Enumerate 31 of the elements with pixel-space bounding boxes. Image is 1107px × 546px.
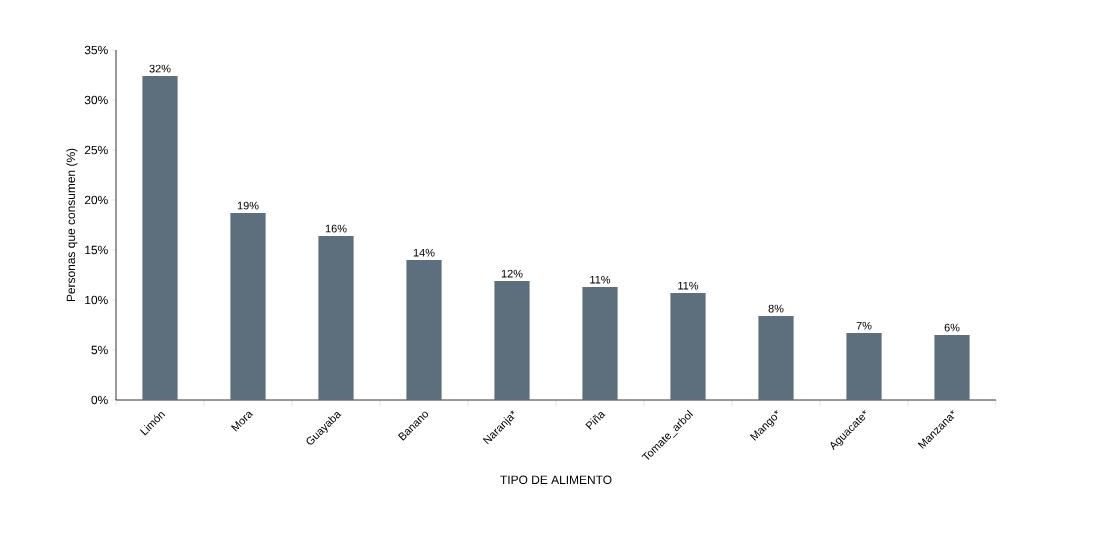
bar — [230, 213, 266, 400]
data-label: 16% — [325, 224, 347, 233]
data-label: 7% — [856, 321, 872, 330]
y-tick-label: 10% — [85, 295, 108, 305]
y-axis-title: Personas que consumen (%) — [66, 148, 78, 302]
bar — [318, 236, 354, 400]
data-label: 8% — [768, 304, 784, 313]
bar — [582, 287, 618, 400]
data-label: 14% — [413, 248, 435, 257]
bar — [406, 260, 442, 400]
bar — [846, 333, 882, 400]
y-tick-label: 5% — [91, 345, 108, 355]
y-tick-label: 25% — [84, 145, 108, 155]
bar — [670, 293, 706, 400]
data-label: 6% — [944, 323, 960, 332]
bar — [142, 76, 178, 400]
data-label: 19% — [237, 201, 259, 210]
y-tick-label: 35% — [84, 45, 108, 55]
bar — [494, 281, 530, 400]
x-tick-label: Piña — [585, 412, 606, 430]
data-label: 11% — [590, 275, 611, 284]
data-label: 32% — [149, 64, 171, 73]
bar — [934, 335, 970, 400]
y-tick-label: 20% — [84, 195, 108, 205]
bar — [758, 316, 794, 400]
x-axis-title: TIPO DE ALIMENTO — [500, 475, 612, 485]
y-tick-label: 30% — [84, 95, 108, 105]
data-label: 12% — [501, 269, 523, 278]
data-label: 11% — [678, 281, 699, 290]
y-tick-label: 0% — [91, 395, 108, 405]
y-tick-label: 15% — [85, 245, 108, 255]
